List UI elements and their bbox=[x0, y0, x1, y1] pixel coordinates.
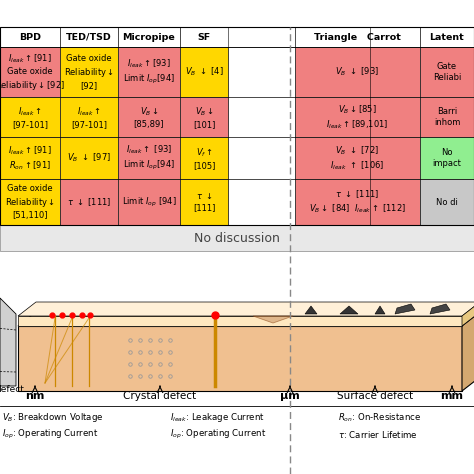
Bar bbox=[295, 27, 420, 47]
Text: Limit $I_{op}$ [94]: Limit $I_{op}$ [94] bbox=[122, 195, 176, 209]
Bar bbox=[295, 137, 420, 179]
Bar bbox=[228, 137, 295, 179]
Polygon shape bbox=[305, 306, 317, 314]
Bar bbox=[180, 179, 228, 225]
Text: $I_{op}$: Operating Current: $I_{op}$: Operating Current bbox=[2, 428, 98, 440]
Text: No
impact: No impact bbox=[433, 148, 461, 168]
Text: $I_{leak}$$\uparrow$[93]
Limit $I_{op}$[94]: $I_{leak}$$\uparrow$[93] Limit $I_{op}$[… bbox=[123, 58, 175, 86]
Text: No di: No di bbox=[436, 198, 458, 207]
Text: Micropipe: Micropipe bbox=[123, 33, 175, 42]
Text: $\tau$ $\downarrow$ [111]: $\tau$ $\downarrow$ [111] bbox=[67, 196, 111, 208]
Text: nm: nm bbox=[25, 391, 45, 401]
Polygon shape bbox=[18, 312, 474, 326]
Bar bbox=[420, 179, 474, 225]
Bar bbox=[0, 47, 60, 97]
Polygon shape bbox=[375, 306, 385, 314]
Bar bbox=[60, 179, 118, 225]
Text: Triangle   Carrot: Triangle Carrot bbox=[314, 33, 401, 42]
Bar bbox=[0, 27, 60, 47]
Text: Surface defect: Surface defect bbox=[337, 391, 413, 401]
Bar bbox=[0, 137, 60, 179]
Text: Barri
inhom: Barri inhom bbox=[434, 107, 460, 127]
Bar bbox=[0, 225, 474, 251]
Bar bbox=[60, 27, 118, 47]
Bar bbox=[0, 0, 474, 27]
Text: $I_{leak}$$\uparrow$ [93]
Limit $I_{op}$[94]: $I_{leak}$$\uparrow$ [93] Limit $I_{op}$… bbox=[123, 144, 175, 172]
Bar bbox=[228, 97, 295, 137]
Bar bbox=[420, 137, 474, 179]
Polygon shape bbox=[0, 298, 16, 386]
Text: $V_f$$\uparrow$
[105]: $V_f$$\uparrow$ [105] bbox=[193, 146, 215, 170]
Bar bbox=[180, 97, 228, 137]
Text: Gate oxide
Reliability$\downarrow$
[51,110]: Gate oxide Reliability$\downarrow$ [51,1… bbox=[5, 184, 55, 220]
Text: $V_B$ $\downarrow$ [4]: $V_B$ $\downarrow$ [4] bbox=[185, 66, 223, 78]
Text: TED/TSD: TED/TSD bbox=[66, 33, 112, 42]
Text: $R_{on}$: On-Resistance: $R_{on}$: On-Resistance bbox=[338, 412, 421, 424]
Text: $I_{leak}$$\uparrow$
[97-101]: $I_{leak}$$\uparrow$ [97-101] bbox=[71, 105, 107, 129]
Text: $\tau$ $\downarrow$ [111]
$V_B$$\downarrow$ [84]  $I_{leak}$$\uparrow$ [112]: $\tau$ $\downarrow$ [111] $V_B$$\downarr… bbox=[309, 189, 406, 216]
Bar bbox=[180, 27, 228, 47]
Text: mm: mm bbox=[440, 391, 464, 401]
Bar bbox=[295, 97, 420, 137]
Bar bbox=[420, 27, 474, 47]
Bar bbox=[295, 179, 420, 225]
Polygon shape bbox=[253, 316, 293, 323]
Text: $I_{leak}$$\uparrow$[91]
Gate oxide
Reliability$\downarrow$[92]: $I_{leak}$$\uparrow$[91] Gate oxide Reli… bbox=[0, 52, 65, 91]
Bar bbox=[0, 27, 474, 225]
Text: No discussion: No discussion bbox=[194, 231, 280, 245]
Polygon shape bbox=[430, 304, 450, 314]
Text: Gate oxide
Reliability$\downarrow$
[92]: Gate oxide Reliability$\downarrow$ [92] bbox=[64, 54, 114, 90]
Bar bbox=[18, 326, 462, 391]
Bar bbox=[228, 179, 295, 225]
Text: $V_B$ $\downarrow$ [93]: $V_B$ $\downarrow$ [93] bbox=[336, 66, 380, 78]
Bar bbox=[118, 97, 180, 137]
Bar bbox=[420, 97, 474, 137]
Polygon shape bbox=[462, 302, 474, 326]
Text: Crystal defect: Crystal defect bbox=[123, 391, 197, 401]
Polygon shape bbox=[18, 302, 474, 316]
Text: $V_B$$\downarrow$
[85,89]: $V_B$$\downarrow$ [85,89] bbox=[134, 105, 164, 129]
Text: $I_{leak}$$\uparrow$
[97-101]: $I_{leak}$$\uparrow$ [97-101] bbox=[12, 105, 48, 129]
Text: defect: defect bbox=[0, 384, 25, 393]
Polygon shape bbox=[395, 304, 415, 314]
Bar bbox=[60, 137, 118, 179]
Bar bbox=[420, 47, 474, 97]
Bar bbox=[60, 47, 118, 97]
Polygon shape bbox=[340, 306, 358, 314]
Text: $V_B$: Breakdown Voltage: $V_B$: Breakdown Voltage bbox=[2, 411, 104, 425]
Text: SF: SF bbox=[197, 33, 210, 42]
Bar bbox=[295, 47, 420, 97]
Text: $V_B$$\downarrow$
[101]: $V_B$$\downarrow$ [101] bbox=[193, 105, 215, 129]
Bar bbox=[118, 137, 180, 179]
Text: $\tau$: Carrier Lifetime: $\tau$: Carrier Lifetime bbox=[338, 428, 418, 439]
Bar bbox=[228, 47, 295, 97]
Bar bbox=[118, 47, 180, 97]
Bar bbox=[228, 27, 295, 47]
Text: $V_B$ $\downarrow$ [97]: $V_B$ $\downarrow$ [97] bbox=[67, 152, 111, 164]
Text: Latent: Latent bbox=[429, 33, 465, 42]
Text: $\tau$ $\downarrow$
[111]: $\tau$ $\downarrow$ [111] bbox=[193, 191, 215, 212]
Text: $V_B$ $\downarrow$ [72]
$I_{leak}$ $\uparrow$ [106]: $V_B$ $\downarrow$ [72] $I_{leak}$ $\upa… bbox=[330, 144, 385, 172]
Text: $I_{leak}$$\uparrow$[91]
$R_{on}$$\uparrow$[91]: $I_{leak}$$\uparrow$[91] $R_{on}$$\uparr… bbox=[8, 144, 52, 172]
Bar bbox=[118, 27, 180, 47]
Text: $I_{op}$: Operating Current: $I_{op}$: Operating Current bbox=[170, 428, 266, 440]
Bar bbox=[180, 47, 228, 97]
Bar bbox=[0, 179, 60, 225]
Polygon shape bbox=[18, 316, 462, 326]
Bar bbox=[0, 97, 60, 137]
Polygon shape bbox=[462, 312, 474, 391]
Text: Gate
Reliabi: Gate Reliabi bbox=[433, 62, 461, 82]
Text: μm: μm bbox=[280, 391, 300, 401]
Text: BPD: BPD bbox=[19, 33, 41, 42]
Text: $V_B$$\downarrow$[85]
$I_{leak}$$\uparrow$[89,101]: $V_B$$\downarrow$[85] $I_{leak}$$\uparro… bbox=[326, 103, 389, 131]
Text: $I_{leak}$: Leakage Current: $I_{leak}$: Leakage Current bbox=[170, 411, 265, 425]
Bar bbox=[60, 97, 118, 137]
Bar bbox=[180, 137, 228, 179]
Bar bbox=[118, 179, 180, 225]
